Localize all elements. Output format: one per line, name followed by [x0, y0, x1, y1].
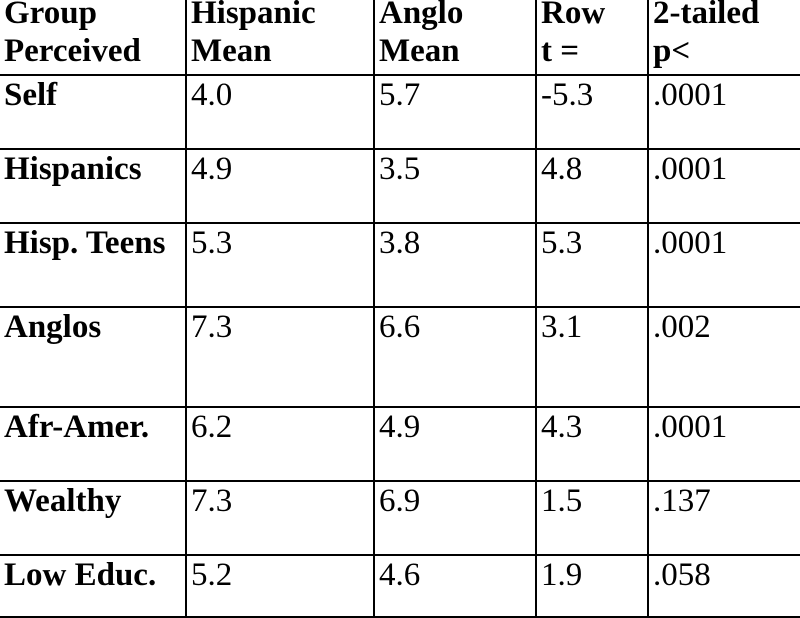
cell-anglo-mean: 6.9: [373, 481, 536, 556]
cell-group: Hispanics: [0, 149, 186, 224]
table-row: Low Educ. 5.2 4.6 1.9 .058: [0, 555, 800, 618]
cell-p: .137: [647, 481, 800, 556]
cell-t: 3.1: [535, 307, 648, 408]
cell-hispanic-mean: 7.3: [185, 307, 374, 408]
header-line: 2-tailed: [653, 0, 760, 31]
cell-t: 4.8: [535, 149, 648, 224]
cell-hispanic-mean: 4.9: [185, 149, 374, 224]
cell-t: 4.3: [535, 407, 648, 482]
cell-group: Hisp. Teens: [0, 223, 186, 308]
table-row: Anglos 7.3 6.6 3.1 .002: [0, 307, 800, 408]
cell-group: Wealthy: [0, 481, 186, 556]
header-two-tailed-p: 2-tailed p<: [647, 0, 800, 76]
header-line: Row: [541, 0, 606, 31]
cell-p: .0001: [647, 223, 800, 308]
header-group-perceived: Group Perceived: [0, 0, 186, 76]
header-line: Mean: [191, 33, 272, 69]
cell-p: .002: [647, 307, 800, 408]
cell-t: 1.5: [535, 481, 648, 556]
cell-group: Low Educ.: [0, 555, 186, 618]
cell-group: Anglos: [0, 307, 186, 408]
cell-group: Afr-Amer.: [0, 407, 186, 482]
cell-p: .0001: [647, 407, 800, 482]
table-row: Self 4.0 5.7 -5.3 .0001: [0, 75, 800, 150]
cell-p: .058: [647, 555, 800, 618]
cell-anglo-mean: 3.5: [373, 149, 536, 224]
header-hispanic-mean: Hispanic Mean: [185, 0, 374, 76]
cell-anglo-mean: 6.6: [373, 307, 536, 408]
cell-p: .0001: [647, 75, 800, 150]
header-line: p<: [653, 33, 691, 69]
header-line: Perceived: [4, 33, 141, 69]
cell-t: -5.3: [535, 75, 648, 150]
cell-anglo-mean: 4.9: [373, 407, 536, 482]
table-row: Wealthy 7.3 6.9 1.5 .137: [0, 481, 800, 556]
header-line: Mean: [379, 33, 460, 69]
table-row: Hispanics 4.9 3.5 4.8 .0001: [0, 149, 800, 224]
header-line: Anglo: [379, 0, 464, 31]
cell-hispanic-mean: 7.3: [185, 481, 374, 556]
cell-t: 1.9: [535, 555, 648, 618]
cell-p: .0001: [647, 149, 800, 224]
cell-anglo-mean: 5.7: [373, 75, 536, 150]
cell-hispanic-mean: 6.2: [185, 407, 374, 482]
header-row-t: Row t =: [535, 0, 648, 76]
header-anglo-mean: Anglo Mean: [373, 0, 536, 76]
table-row: Afr-Amer. 6.2 4.9 4.3 .0001: [0, 407, 800, 482]
cell-hispanic-mean: 5.2: [185, 555, 374, 618]
cell-hispanic-mean: 5.3: [185, 223, 374, 308]
header-line: Group: [4, 0, 97, 31]
header-line: t =: [541, 33, 580, 69]
cell-t: 5.3: [535, 223, 648, 308]
header-row: Group Perceived Hispanic Mean Anglo Mean…: [0, 0, 800, 76]
cell-anglo-mean: 3.8: [373, 223, 536, 308]
header-line: Hispanic: [191, 0, 316, 31]
cell-anglo-mean: 4.6: [373, 555, 536, 618]
cell-hispanic-mean: 4.0: [185, 75, 374, 150]
cell-group: Self: [0, 75, 186, 150]
table-row: Hisp. Teens 5.3 3.8 5.3 .0001: [0, 223, 800, 308]
